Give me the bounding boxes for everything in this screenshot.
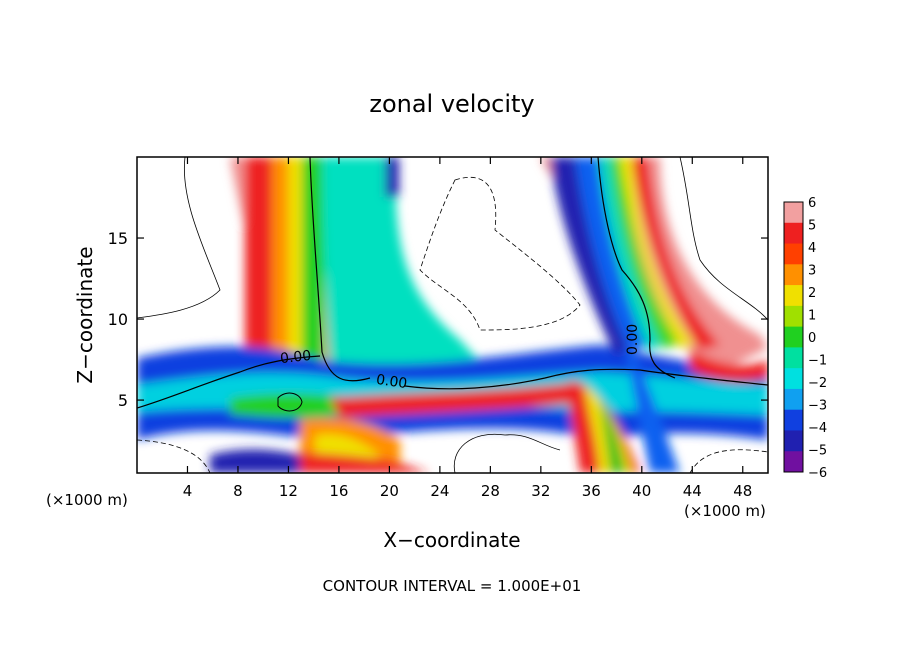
- zero-contour-band: [137, 355, 768, 409]
- zero-contour-left-jet: [309, 157, 371, 382]
- x-tick-label: 44: [683, 482, 702, 500]
- right-jet-cyan: [598, 157, 665, 350]
- right-jet-yellow: [620, 157, 695, 348]
- colorbar-swatch: [784, 222, 803, 245]
- left-jet-orange: [272, 157, 290, 362]
- x-unit-right: (×1000 m): [684, 502, 766, 520]
- colorbar-label: −5: [808, 444, 827, 459]
- colorbar: 6 5 4 3 2 1 0 −1 −2 −3 −4 −5 −6: [783, 196, 827, 481]
- left-jet-cyan: [322, 157, 480, 372]
- colorbar-swatch: [784, 409, 803, 431]
- left-jet-green: [302, 157, 324, 372]
- x-tick-label: 28: [481, 482, 500, 500]
- colorbar-swatch: [784, 305, 803, 328]
- colorbar-swatch: [784, 388, 803, 411]
- chart-title: zonal velocity: [369, 90, 534, 118]
- x-tick-label: 40: [632, 482, 651, 500]
- contour-lower-left-dashed: [137, 439, 211, 473]
- left-jet-red: [245, 157, 275, 362]
- y-axis-label: Z−coordinate: [73, 246, 97, 383]
- colorbar-label: −4: [808, 421, 827, 436]
- y-axis-ticks: 5 10 15: [108, 229, 768, 410]
- plot-frame: [136, 156, 769, 474]
- colorbar-label: 6: [808, 196, 816, 211]
- right-jet-red: [632, 157, 720, 350]
- contour-label-middle: 0.00: [375, 372, 408, 392]
- x-tick-label: 36: [582, 482, 601, 500]
- band-green-left: [230, 393, 350, 418]
- contour-upper-right: [679, 157, 768, 321]
- x-tick-label: 24: [430, 482, 449, 500]
- contour-upper-left: [137, 157, 221, 319]
- band-red-stripe: [330, 382, 600, 418]
- x-axis-ticks: 4 8 12 16 20 24 28 32 36 40 44 48: [183, 157, 752, 500]
- colorbar-label: 2: [808, 286, 816, 301]
- x-axis-label: X−coordinate: [383, 528, 520, 552]
- band-purple-floor: [210, 449, 300, 473]
- y-tick-label: 5: [118, 391, 128, 410]
- x-tick-label: 4: [183, 482, 193, 500]
- contour-lines: [137, 157, 768, 473]
- colorbar-swatch: [784, 326, 803, 348]
- x-tick-label: 8: [233, 482, 243, 500]
- y-tick-label: 10: [108, 310, 128, 329]
- colorbar-label: 1: [808, 309, 816, 324]
- left-jet-blue-edge: [385, 157, 399, 197]
- colorbar-swatch: [784, 285, 803, 307]
- colorbar-label: 5: [808, 219, 816, 234]
- colorbar-label: −6: [808, 466, 827, 481]
- x-tick-label: 16: [329, 482, 348, 500]
- right-tail-red: [690, 350, 768, 382]
- x-tick-label: 48: [733, 482, 752, 500]
- colorbar-swatch: [784, 264, 803, 286]
- x-tick-label: 12: [279, 482, 298, 500]
- colorbar-frame: [783, 201, 804, 473]
- x-tick-label: 32: [531, 482, 550, 500]
- colorbar-swatch: [784, 368, 803, 390]
- contour-upper-mid-dashed: [419, 176, 581, 331]
- colorbar-label: 3: [808, 264, 816, 279]
- colorbar-swatch: [784, 430, 803, 452]
- right-jet-green: [610, 157, 680, 348]
- colorbar-swatch: [784, 347, 803, 369]
- colorbar-swatch: [784, 243, 803, 265]
- contour-label-left: 0.00: [279, 348, 312, 367]
- contour-lower-middle: [453, 433, 561, 473]
- contour-interval-footer: CONTOUR INTERVAL = 1.000E+01: [323, 577, 582, 595]
- colorbar-label: −2: [808, 376, 827, 391]
- colorbar-swatch: [784, 202, 803, 224]
- colorbar-label: 0: [808, 331, 816, 346]
- x-unit-left: (×1000 m): [46, 491, 128, 509]
- contour-small-loop: [277, 392, 303, 412]
- plume-green: [600, 400, 626, 473]
- y-tick-label: 15: [108, 229, 128, 248]
- colorbar-label: −3: [808, 399, 827, 414]
- velocity-field: [137, 157, 768, 473]
- colorbar-swatch: [784, 451, 803, 473]
- contour-lower-right-dashed: [689, 449, 768, 473]
- zero-contour-right-jet: [597, 157, 676, 379]
- x-tick-label: 20: [380, 482, 399, 500]
- colorbar-label: −1: [808, 354, 827, 369]
- contour-label-right: 0.00: [625, 324, 641, 355]
- plume-blue: [625, 340, 680, 473]
- colorbar-label: 4: [808, 241, 816, 256]
- left-jet-yellow: [288, 157, 304, 362]
